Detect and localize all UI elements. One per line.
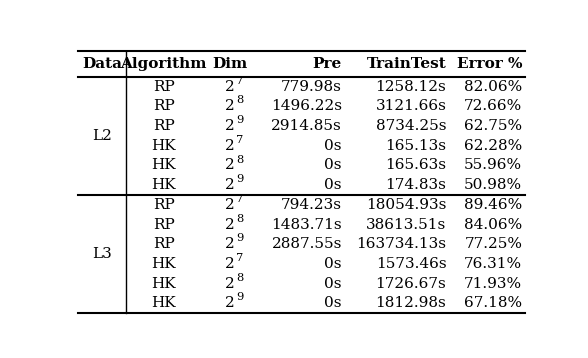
Text: 84.06%: 84.06% [464, 218, 522, 232]
Text: 2: 2 [225, 159, 235, 173]
Text: 2: 2 [225, 100, 235, 113]
Text: 0s: 0s [325, 257, 342, 271]
Text: 2: 2 [225, 277, 235, 291]
Text: 9: 9 [236, 292, 243, 303]
Text: 7: 7 [236, 135, 243, 145]
Text: 8: 8 [236, 214, 243, 224]
Text: RP: RP [153, 100, 175, 113]
Text: RP: RP [153, 218, 175, 232]
Text: 1573.46s: 1573.46s [376, 257, 446, 271]
Text: L2: L2 [92, 129, 112, 143]
Text: 50.98%: 50.98% [465, 178, 522, 192]
Text: 7: 7 [236, 194, 243, 204]
Text: TrainTest: TrainTest [366, 57, 446, 71]
Text: 3121.66s: 3121.66s [376, 100, 446, 113]
Text: 0s: 0s [325, 296, 342, 310]
Text: RP: RP [153, 119, 175, 133]
Text: 8: 8 [236, 273, 243, 283]
Text: 67.18%: 67.18% [465, 296, 522, 310]
Text: 72.66%: 72.66% [464, 100, 522, 113]
Text: 2: 2 [225, 296, 235, 310]
Text: 55.96%: 55.96% [465, 159, 522, 173]
Text: 779.98s: 779.98s [281, 80, 342, 94]
Text: 62.28%: 62.28% [464, 139, 522, 153]
Text: HK: HK [151, 257, 176, 271]
Text: 165.63s: 165.63s [385, 159, 446, 173]
Text: 2: 2 [225, 257, 235, 271]
Text: 89.46%: 89.46% [464, 198, 522, 212]
Text: 9: 9 [236, 233, 243, 243]
Text: 2: 2 [225, 237, 235, 251]
Text: 7: 7 [236, 76, 243, 86]
Text: 8: 8 [236, 155, 243, 165]
Text: 71.93%: 71.93% [465, 277, 522, 291]
Text: Pre: Pre [313, 57, 342, 71]
Text: 2: 2 [225, 80, 235, 94]
Text: 1726.67s: 1726.67s [376, 277, 446, 291]
Text: 8: 8 [236, 96, 243, 106]
Text: 82.06%: 82.06% [464, 80, 522, 94]
Text: 1812.98s: 1812.98s [376, 296, 446, 310]
Text: HK: HK [151, 139, 176, 153]
Text: 2887.55s: 2887.55s [272, 237, 342, 251]
Text: Algorithm: Algorithm [121, 57, 207, 71]
Text: 0s: 0s [325, 277, 342, 291]
Text: 9: 9 [236, 115, 243, 125]
Text: RP: RP [153, 198, 175, 212]
Text: 1483.71s: 1483.71s [271, 218, 342, 232]
Text: 0s: 0s [325, 178, 342, 192]
Text: 165.13s: 165.13s [385, 139, 446, 153]
Text: 2: 2 [225, 218, 235, 232]
Text: 0s: 0s [325, 159, 342, 173]
Text: HK: HK [151, 159, 176, 173]
Text: 0s: 0s [325, 139, 342, 153]
Text: RP: RP [153, 80, 175, 94]
Text: 18054.93s: 18054.93s [366, 198, 446, 212]
Text: 2: 2 [225, 198, 235, 212]
Text: HK: HK [151, 296, 176, 310]
Text: 2: 2 [225, 178, 235, 192]
Text: Data: Data [82, 57, 122, 71]
Text: 1258.12s: 1258.12s [376, 80, 446, 94]
Text: HK: HK [151, 277, 176, 291]
Text: RP: RP [153, 237, 175, 251]
Text: HK: HK [151, 178, 176, 192]
Text: L3: L3 [92, 247, 112, 261]
Text: 2: 2 [225, 139, 235, 153]
Text: 1496.22s: 1496.22s [271, 100, 342, 113]
Text: 794.23s: 794.23s [281, 198, 342, 212]
Text: Error %: Error % [457, 57, 522, 71]
Text: 8734.25s: 8734.25s [376, 119, 446, 133]
Text: 174.83s: 174.83s [386, 178, 446, 192]
Text: 76.31%: 76.31% [465, 257, 522, 271]
Text: 62.75%: 62.75% [465, 119, 522, 133]
Text: 38613.51s: 38613.51s [366, 218, 446, 232]
Text: 77.25%: 77.25% [465, 237, 522, 251]
Text: 9: 9 [236, 174, 243, 184]
Text: 7: 7 [236, 253, 243, 263]
Text: 2: 2 [225, 119, 235, 133]
Text: Dim: Dim [212, 57, 248, 71]
Text: 2914.85s: 2914.85s [271, 119, 342, 133]
Text: 163734.13s: 163734.13s [356, 237, 446, 251]
